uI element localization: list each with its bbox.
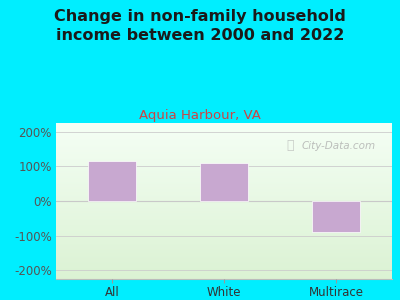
Text: Ⓣ: Ⓣ [286,139,294,152]
Bar [200,163,248,201]
Text: City-Data.com: City-Data.com [301,141,376,152]
Text: Aquia Harbour, VA: Aquia Harbour, VA [139,110,261,122]
Text: Change in non-family household
income between 2000 and 2022: Change in non-family household income be… [54,9,346,43]
Bar [312,201,360,232]
Bar [88,161,136,201]
